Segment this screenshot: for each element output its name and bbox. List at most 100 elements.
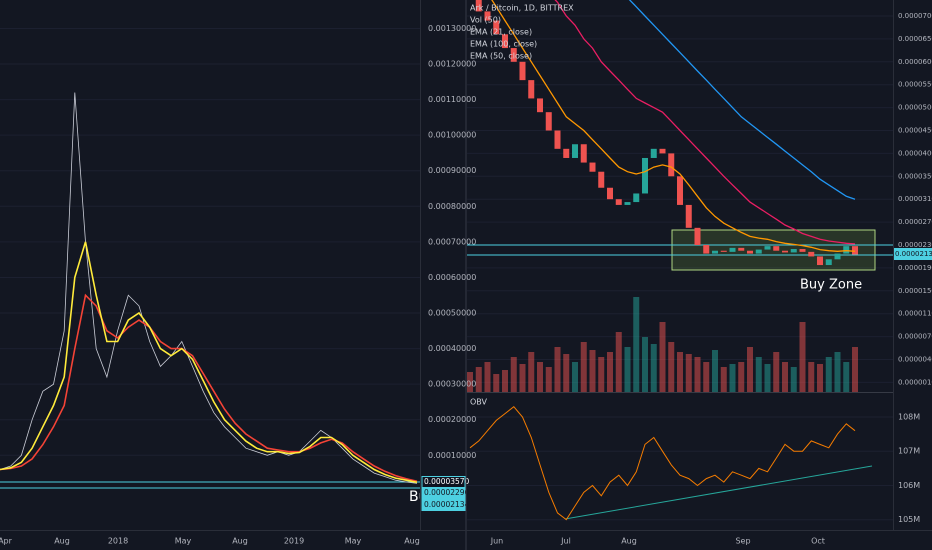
candle bbox=[615, 199, 622, 205]
volume-bar bbox=[572, 362, 578, 392]
candle bbox=[799, 249, 806, 252]
volume-bar bbox=[773, 352, 780, 392]
volume-bar bbox=[537, 362, 543, 392]
y-tick-label: 0.00020000 bbox=[428, 415, 476, 424]
candle bbox=[510, 48, 517, 62]
chart-title: Ark / Bitcoin, 1D, BITTREX bbox=[470, 4, 574, 13]
volume-bar bbox=[484, 362, 491, 392]
price-label: 0.00002134 bbox=[424, 500, 470, 509]
volume-bar bbox=[563, 354, 570, 392]
y-tick-label: 0.00003100 bbox=[898, 195, 932, 203]
price-label-box bbox=[421, 499, 466, 511]
y-tick-label: 0.00003500 bbox=[898, 172, 932, 180]
candle bbox=[624, 202, 631, 205]
legend-entry: Vol (50) bbox=[470, 16, 501, 25]
y-tick-label: 0.00000100 bbox=[898, 378, 932, 386]
y-tick-label: 0.00002700 bbox=[898, 218, 932, 226]
candle bbox=[668, 153, 675, 177]
y-tick-label: 0.00005500 bbox=[898, 81, 932, 89]
volume-bar bbox=[510, 357, 517, 392]
x-tick-label: May bbox=[345, 537, 362, 546]
x-tick-label: Aug bbox=[232, 537, 248, 546]
y-tick-label: 0.00120000 bbox=[428, 60, 476, 69]
volume-bar bbox=[493, 374, 500, 392]
x-tick-label: May bbox=[175, 537, 192, 546]
volume-bar bbox=[764, 364, 771, 392]
volume-bar bbox=[834, 352, 841, 392]
volume-bar bbox=[843, 362, 850, 392]
x-tick-label: Aug bbox=[621, 537, 637, 546]
volume-bar bbox=[720, 367, 727, 392]
candle bbox=[694, 227, 701, 245]
candle bbox=[738, 247, 745, 251]
volume-bar bbox=[502, 370, 508, 392]
volume-bar bbox=[650, 344, 657, 392]
volume-bar bbox=[825, 357, 832, 392]
x-tick-label: Sep bbox=[735, 537, 750, 546]
volume-bar bbox=[852, 347, 858, 392]
candle bbox=[817, 256, 823, 266]
volume-bar bbox=[712, 350, 718, 392]
y-tick-label: 106M bbox=[898, 481, 920, 490]
volume-bar bbox=[554, 347, 561, 392]
y-tick-label: 0.00070000 bbox=[428, 237, 476, 246]
volume-bar bbox=[738, 362, 745, 392]
trend-line bbox=[564, 465, 873, 520]
candle bbox=[528, 80, 535, 99]
candle bbox=[493, 20, 500, 35]
legend-entry: EMA (100, close) bbox=[470, 40, 537, 49]
candle bbox=[519, 61, 526, 81]
y-tick-label: 0.00006000 bbox=[898, 58, 932, 66]
volume-bar bbox=[694, 357, 701, 392]
volume-bar bbox=[808, 362, 815, 392]
y-tick-label: 0.00030000 bbox=[428, 380, 476, 389]
y-tick-label: 107M bbox=[898, 447, 920, 456]
y-tick-label: 0.00130000 bbox=[428, 24, 476, 33]
legend-entry: EMA (21, close) bbox=[470, 28, 532, 37]
volume-bar bbox=[607, 352, 613, 392]
x-tick-label: Oct bbox=[811, 537, 825, 546]
obv-pane bbox=[467, 406, 893, 521]
y-tick-label: 0.00100000 bbox=[428, 131, 476, 140]
candle bbox=[502, 34, 508, 49]
volume-bar bbox=[467, 372, 473, 392]
volume-bar bbox=[519, 364, 526, 392]
ema-line bbox=[491, 0, 856, 252]
x-tick-label: Jun bbox=[490, 537, 504, 546]
volume-bar bbox=[475, 367, 482, 392]
y-tick-label: 0.00050000 bbox=[428, 309, 476, 318]
volume-bar bbox=[817, 364, 823, 392]
price-label: 0.00002290 bbox=[424, 488, 470, 497]
candle bbox=[764, 246, 771, 250]
x-tick-label: 2019 bbox=[284, 537, 304, 546]
x-tick-label: Aug bbox=[404, 537, 420, 546]
price-label-box bbox=[421, 487, 466, 499]
pane-title: OBV bbox=[470, 398, 488, 407]
candle bbox=[475, 0, 482, 12]
volume-bar bbox=[545, 367, 552, 392]
annotation: Buy Zone bbox=[800, 278, 862, 293]
annotation: Buy Zone bbox=[409, 489, 476, 505]
y-tick-label: 0.00090000 bbox=[428, 166, 476, 175]
y-tick-label: 0.00001500 bbox=[898, 287, 932, 295]
y-tick-label: 0.00001100 bbox=[898, 310, 932, 318]
volume-bar bbox=[580, 342, 587, 392]
volume-bar bbox=[782, 362, 788, 392]
x-tick-label: Jul bbox=[560, 537, 571, 546]
candle bbox=[650, 148, 657, 158]
candle bbox=[755, 249, 762, 254]
x-tick-label: Aug bbox=[54, 537, 70, 546]
candle bbox=[685, 204, 692, 228]
candle bbox=[747, 250, 753, 254]
volume-bar bbox=[624, 347, 631, 392]
volume-bar bbox=[633, 297, 640, 392]
candle bbox=[729, 247, 736, 252]
candle bbox=[773, 246, 780, 251]
volume-bar bbox=[668, 342, 675, 392]
y-tick-label: 0.00000700 bbox=[898, 333, 932, 341]
volume-bar bbox=[790, 367, 797, 392]
volume-bar bbox=[528, 352, 535, 392]
candle bbox=[545, 112, 552, 131]
obv-line bbox=[469, 406, 856, 521]
